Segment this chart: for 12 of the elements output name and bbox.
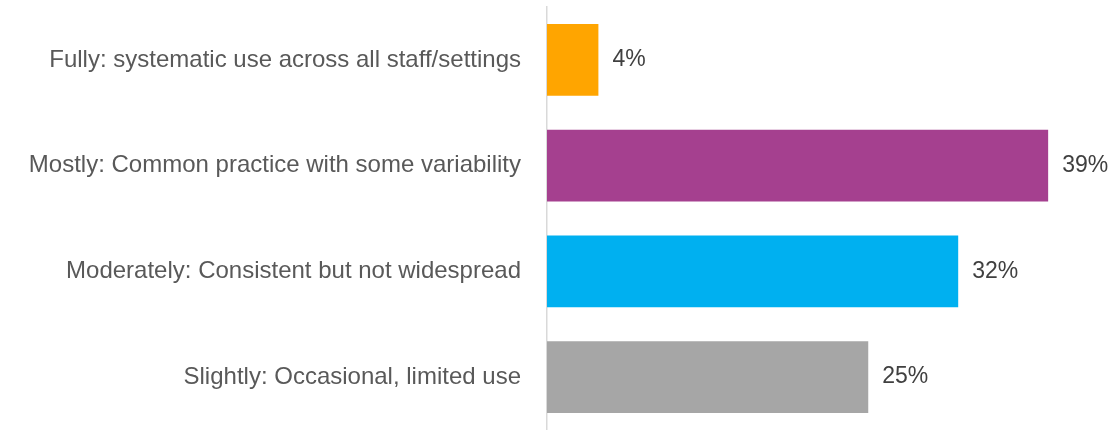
bar [547,235,959,308]
bar [547,341,869,414]
y-tick-label: Moderately: Consistent but not widespread [66,256,521,283]
y-tick-label: Mostly: Common practice with some variability [28,150,521,178]
data-label: 32% [972,256,1019,283]
y-tick-label: Slightly: Occasional, limited use [183,361,521,389]
data-label: 4% [612,45,646,72]
data-label: 25% [882,362,929,389]
data-label: 39% [1062,150,1109,177]
y-tick-label: Fully: systematic use across all staff/settings [49,44,521,72]
bar [547,129,1049,202]
bar [547,23,599,96]
